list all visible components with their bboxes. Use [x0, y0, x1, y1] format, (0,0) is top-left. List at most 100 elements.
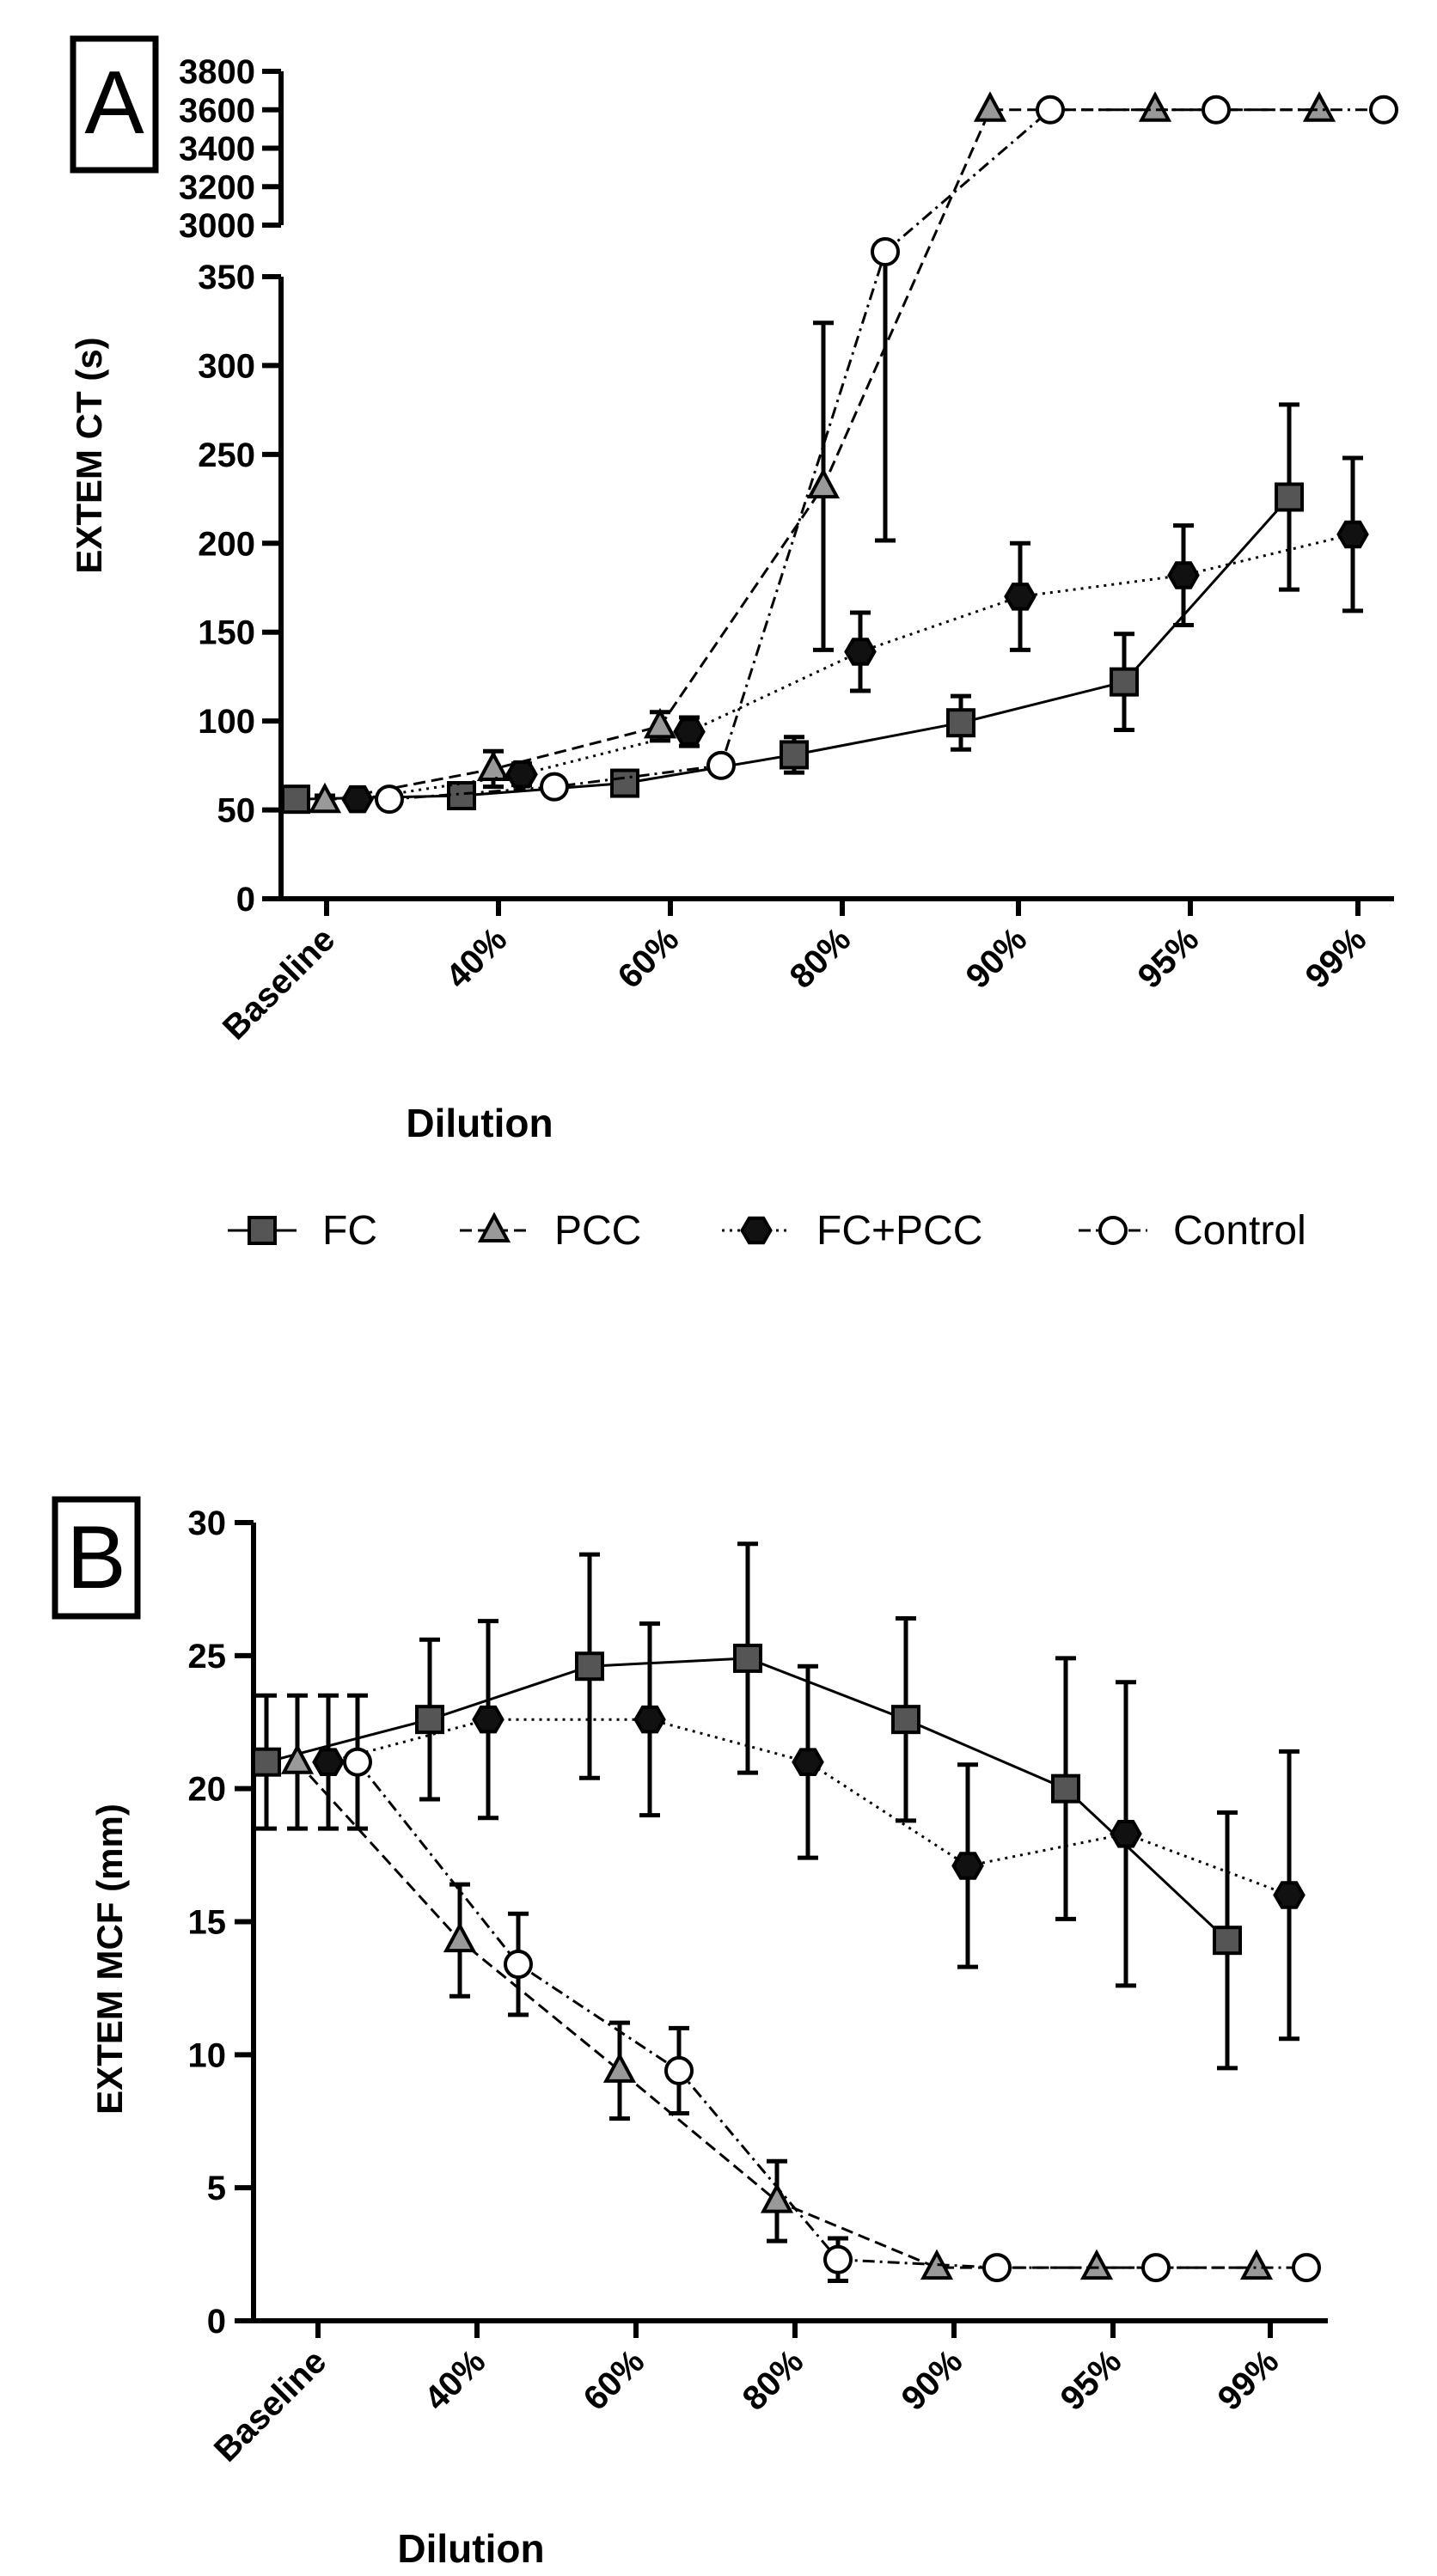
panel-a-plot	[281, 91, 1398, 815]
series-pcc	[308, 91, 1336, 814]
data-point	[281, 784, 310, 815]
data-point	[823, 2244, 853, 2274]
data-point	[1292, 2253, 1321, 2283]
data-point	[643, 707, 677, 739]
data-point	[806, 467, 841, 499]
data-point	[973, 91, 1007, 122]
x-tick-label: 60%	[611, 920, 687, 996]
x-tick-label: 40%	[418, 2342, 493, 2418]
data-point	[1336, 520, 1369, 549]
series-fc	[281, 402, 1304, 815]
data-point	[780, 740, 809, 770]
data-point	[252, 1747, 281, 1777]
y-tick-label: 3000	[179, 207, 255, 245]
data-point	[792, 1748, 824, 1776]
legend-marker	[1098, 1216, 1128, 1245]
series-line	[357, 533, 1354, 801]
legend: FC PCC FC+PCC Control	[228, 1208, 1306, 1254]
legend-marker	[477, 1212, 511, 1242]
data-point	[946, 708, 975, 738]
legend-label: PCC	[554, 1208, 641, 1254]
y-tick-label: 0	[236, 881, 255, 919]
data-point	[1213, 1926, 1242, 1956]
y-tick-label: 0	[207, 2303, 226, 2341]
y-tick-label: 350	[198, 259, 255, 296]
y-tick-label: 30	[188, 1505, 227, 1542]
data-point	[443, 1921, 477, 1953]
data-point	[891, 1705, 920, 1735]
legend-item-fc-plus-pcc: FC+PCC	[722, 1208, 982, 1254]
data-point	[308, 782, 342, 814]
data-point	[312, 1748, 345, 1776]
panel-b-plot	[252, 1541, 1321, 2284]
data-point	[1110, 667, 1139, 697]
x-tick-label: 99%	[1299, 920, 1374, 996]
data-point	[341, 784, 374, 814]
x-tick-label: 80%	[783, 920, 859, 996]
data-point	[415, 1705, 444, 1735]
x-tick-label: 99%	[1211, 2342, 1287, 2418]
y-tick-label: 15	[188, 1904, 227, 1942]
x-tick-label: 40%	[439, 920, 515, 996]
x-tick-label: 60%	[577, 2342, 652, 2418]
y-tick-label: 200	[198, 525, 255, 563]
y-tick-label: 3600	[179, 92, 255, 130]
legend-item-pcc: PCC	[460, 1208, 641, 1254]
data-point	[476, 750, 511, 781]
data-point	[1051, 1773, 1080, 1804]
data-point	[706, 750, 736, 780]
series-control	[375, 95, 1398, 815]
data-point	[343, 1747, 372, 1777]
data-point	[733, 1643, 762, 1673]
data-point	[1138, 91, 1172, 122]
legend-marker	[740, 1216, 773, 1245]
panel-a-y-title: EXTEM CT (s)	[69, 337, 109, 573]
y-tick-label: 5	[207, 2170, 226, 2207]
panel-b-label: B	[66, 1508, 125, 1608]
data-point	[1110, 1820, 1142, 1848]
y-tick-label: 3200	[179, 168, 255, 206]
data-point	[505, 760, 538, 789]
data-point	[504, 1950, 533, 1980]
data-point	[1079, 2249, 1114, 2280]
data-point	[280, 1743, 315, 1774]
data-point	[633, 1705, 666, 1734]
x-tick-label: Baseline	[207, 2342, 333, 2469]
data-point	[844, 638, 877, 666]
data-point	[673, 717, 706, 746]
panel-b-x-title: Dilution	[397, 2526, 544, 2571]
x-tick-label: 80%	[736, 2342, 811, 2418]
x-tick-label: 90%	[959, 920, 1035, 996]
y-tick-label: 3400	[179, 131, 255, 168]
data-point	[1141, 2253, 1171, 2283]
data-point	[447, 781, 476, 811]
y-tick-label: 50	[217, 792, 256, 830]
data-point	[951, 1852, 984, 1880]
data-point	[472, 1705, 504, 1734]
x-tick-label: 95%	[1054, 2342, 1129, 2418]
y-tick-label: 10	[188, 2036, 227, 2074]
data-point	[1369, 95, 1398, 125]
x-tick-label: 90%	[895, 2342, 970, 2418]
data-point	[540, 772, 569, 802]
x-tick-label: 95%	[1131, 920, 1207, 996]
data-point	[1302, 91, 1336, 122]
data-point	[1167, 561, 1200, 589]
legend-item-control: Control	[1079, 1208, 1306, 1254]
data-point	[1273, 1881, 1306, 1909]
series-control	[343, 1693, 1321, 2284]
data-point	[871, 237, 900, 266]
data-point	[760, 2182, 794, 2213]
legend-label: Control	[1173, 1208, 1306, 1254]
legend-label: FC	[322, 1208, 377, 1254]
series-line	[356, 1761, 1306, 2269]
data-point	[1036, 95, 1065, 125]
y-tick-label: 20	[188, 1771, 227, 1809]
panel-b-y-title: EXTEM MCF (mm)	[89, 1804, 130, 2115]
panel-a-axes: 0 50 100 150 200 250 300 350 3000320034003600380…	[179, 53, 1394, 1047]
y-tick-label: 250	[198, 436, 255, 474]
panel-a-label: A	[84, 53, 144, 153]
panel-a-x-title: Dilution	[406, 1101, 553, 1145]
y-tick-label: 300	[198, 347, 255, 385]
